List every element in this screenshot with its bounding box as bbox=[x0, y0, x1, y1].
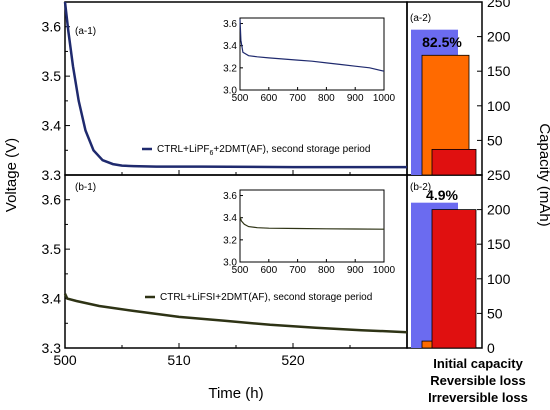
y-tick-label-b-1-3: 3.6 bbox=[42, 192, 62, 208]
inset-x-tick-label-b-1-0: 500 bbox=[232, 265, 249, 276]
inset-x-tick-label-b-1-1: 600 bbox=[260, 265, 277, 276]
inset-series-line-b-1 bbox=[239, 216, 385, 230]
right-y-tick-label-b-2-2: 100 bbox=[487, 271, 511, 287]
inset-y-tick-label-b-1-3: 3.6 bbox=[223, 191, 237, 202]
inset-frame-b-1 bbox=[239, 189, 385, 263]
legend-label-a1-subscript: 6 bbox=[210, 150, 214, 157]
inset-x-tick-label-a-1-5: 1000 bbox=[373, 93, 396, 104]
category-label-reversible: Reversible loss bbox=[430, 373, 525, 388]
inset-x-tick-label-a-1-0: 500 bbox=[232, 93, 249, 104]
x-tick-label-b-1-1: 510 bbox=[167, 352, 191, 368]
right-y-tick-label-a-2-1: 50 bbox=[487, 132, 503, 148]
inset-y-tick-label-a-1-2: 3.4 bbox=[223, 41, 237, 52]
y-tick-label-b-1-2: 3.5 bbox=[42, 241, 62, 257]
legend-label-a1: CTRL+LiPF6+2DMT(AF), second storage peri… bbox=[157, 144, 370, 157]
y-axis-title-capacity: Capacity (mAh) bbox=[536, 123, 550, 226]
bar-a-2-irreversible bbox=[431, 148, 477, 176]
inset-frame-a-1 bbox=[239, 17, 385, 91]
right-y-tick-label-a-2-4: 200 bbox=[487, 29, 511, 45]
inset-x-tick-label-a-1-4: 900 bbox=[347, 93, 364, 104]
right-y-tick-label-b-2-0: 0 bbox=[487, 340, 495, 356]
x-tick-label-b-1-2: 520 bbox=[281, 352, 305, 368]
x-axis-title-time: Time (h) bbox=[208, 385, 263, 402]
inset-x-tick-label-a-1-2: 700 bbox=[289, 93, 306, 104]
inset-y-tick-label-b-1-1: 3.2 bbox=[223, 235, 237, 246]
category-label-irreversible: Irreversible loss bbox=[428, 390, 528, 405]
right-y-tick-label-a-2-2: 100 bbox=[487, 98, 511, 114]
inset-y-tick-label-b-1-0: 3.0 bbox=[223, 258, 237, 269]
inset-x-tick-label-b-1-5: 1000 bbox=[373, 265, 396, 276]
inset-x-tick-label-a-1-1: 600 bbox=[260, 93, 277, 104]
series-line-a-1 bbox=[63, 1, 407, 169]
panel-label-a1: (a-1) bbox=[75, 26, 96, 37]
percent-label-a2: 82.5% bbox=[422, 34, 462, 50]
right-y-tick-label-a-2-5: 250 bbox=[487, 0, 511, 10]
y-tick-label-a-1-1: 3.4 bbox=[42, 118, 62, 134]
right-y-tick-label-b-2-4: 200 bbox=[487, 202, 511, 218]
bar-b-2-irreversible bbox=[431, 209, 477, 349]
category-label-initial: Initial capacity bbox=[433, 356, 523, 371]
panel-label-b1: (b-1) bbox=[75, 182, 96, 193]
series-line-b-1 bbox=[63, 293, 408, 334]
inset-y-tick-label-a-1-0: 3.0 bbox=[223, 86, 237, 97]
inset-x-tick-label-b-1-4: 900 bbox=[347, 265, 364, 276]
right-y-tick-label-b-2-1: 50 bbox=[487, 305, 503, 321]
y-tick-label-a-1-3: 3.6 bbox=[42, 19, 62, 35]
x-tick-label-b-1-0: 500 bbox=[53, 352, 77, 368]
inset-series-line-a-1 bbox=[239, 19, 385, 72]
right-y-tick-label-a-2-3: 150 bbox=[487, 63, 511, 79]
right-y-tick-label-b-2-3: 150 bbox=[487, 236, 511, 252]
inset-y-tick-label-a-1-3: 3.6 bbox=[223, 19, 237, 30]
inset-y-tick-label-b-1-2: 3.4 bbox=[223, 213, 237, 224]
y-tick-label-a-1-2: 3.5 bbox=[42, 68, 62, 84]
percent-label-b2: 4.9% bbox=[426, 187, 458, 203]
inset-x-tick-label-b-1-3: 800 bbox=[318, 265, 335, 276]
y-tick-label-a-1-0: 3.3 bbox=[42, 167, 62, 183]
inset-x-tick-label-b-1-2: 700 bbox=[289, 265, 306, 276]
inset-y-tick-label-a-1-1: 3.2 bbox=[223, 63, 237, 74]
y-tick-label-b-1-0: 3.3 bbox=[42, 340, 62, 356]
inset-x-tick-label-a-1-3: 800 bbox=[318, 93, 335, 104]
legend-label-b1: CTRL+LiFSI+2DMT(AF), second storage peri… bbox=[160, 292, 372, 303]
y-tick-label-b-1-1: 3.4 bbox=[42, 291, 62, 307]
right-y-tick-label-b-2-5: 250 bbox=[487, 167, 511, 183]
y-axis-title-voltage: Voltage (V) bbox=[3, 138, 20, 212]
panel-label-a2: (a-2) bbox=[410, 13, 431, 24]
panel-label-b2: (b-2) bbox=[410, 182, 431, 193]
